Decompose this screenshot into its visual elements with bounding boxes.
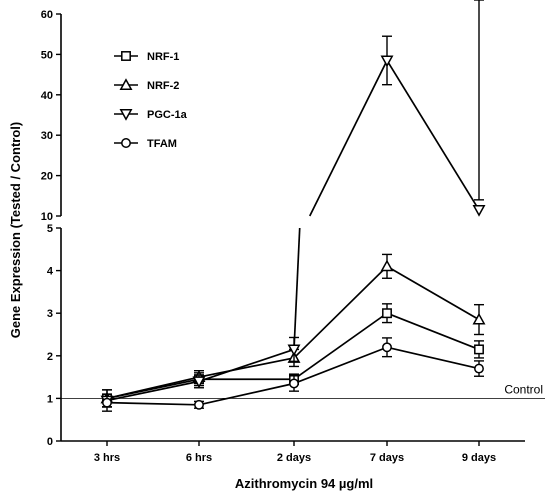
data-point [382,342,392,353]
legend-item-tfam: TFAM [114,138,177,150]
data-point [192,376,206,389]
legend-marker [119,78,133,90]
y-tick-label: 2 [47,351,53,363]
legend-marker [121,138,131,148]
data-point [287,344,301,357]
y-tick-label: 5 [47,223,53,235]
y-tick-label: 4 [47,266,54,278]
series-line-segment [386,60,480,211]
legend: NRF-1 NRF-2 PGC-1a TFAM [114,51,188,150]
data-point [380,55,394,68]
data-point [474,363,484,374]
data-point [472,204,486,217]
y-axis-title: Gene Expression (Tested / Control) [8,122,23,338]
data-point [472,312,486,325]
x-tick-label: 3 hrs [94,452,120,464]
legend-label: TFAM [147,138,177,150]
series-line-segment [106,376,200,400]
y-tick-label: 40 [41,90,53,102]
y-tick-label: 50 [41,49,53,61]
legend-label: NRF-1 [147,51,179,63]
series-line-segment [106,401,200,406]
series-tfam [102,337,484,412]
series-line-segment [198,382,295,406]
x-tick-label: 6 hrs [186,452,212,464]
data-point [102,397,112,408]
series-line-segment [308,60,388,217]
data-point [382,308,392,319]
series-line-segment [198,348,295,383]
series-line-segment [293,312,388,380]
legend-marker [121,51,131,61]
series-line-segment [386,346,480,370]
data-point [380,259,394,272]
series-line-segment [106,380,200,402]
axes: 0 1 2 3 4 510 20 30 40 50 60 3 hrs 6 hrs 2 days 7 days… [41,9,525,464]
data-point [194,399,204,410]
x-tick-label: 7 days [370,452,404,464]
y-tick-label: 0 [47,436,53,448]
x-tick-label: 2 days [277,452,311,464]
series-line-segment [293,227,301,350]
y-tick-label: 60 [41,9,53,21]
y-tick-label: 20 [41,171,53,183]
legend-item-nrf-2: NRF-2 [114,78,179,92]
legend-label: PGC-1a [147,109,188,121]
series-line-segment [386,312,480,351]
series-line-segment [386,265,480,321]
y-tick-label: 3 [47,308,53,320]
y-tick-label: 1 [47,393,53,405]
legend-label: NRF-2 [147,80,179,92]
legend-item-pgc-1a: PGC-1a [114,109,188,121]
legend-marker [119,109,133,121]
control-label: Control [504,382,543,396]
y-tick-label: 10 [41,211,53,223]
data-point [289,378,299,389]
series-line-segment [293,346,388,385]
series-line-segment [198,357,295,378]
series-line-segment [293,265,388,359]
plot-area: Control [61,0,545,412]
legend-item-nrf-1: NRF-1 [114,51,179,63]
y-tick-label: 30 [41,130,53,142]
data-point [474,344,484,355]
x-tick-label: 9 days [462,452,496,464]
x-axis-title: Azithromycin 94 µg/ml [235,476,373,491]
